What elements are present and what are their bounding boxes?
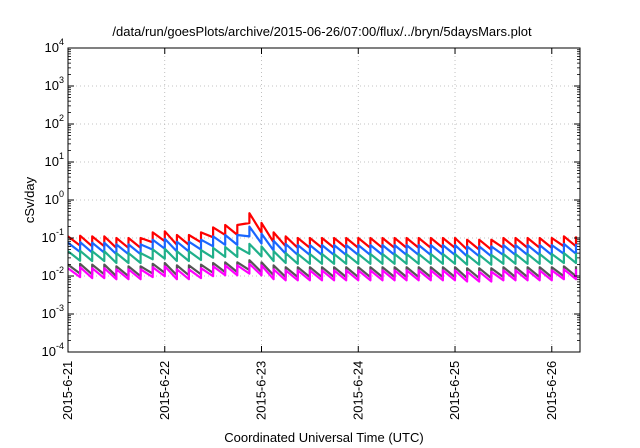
x-tick-label: 2015-6-23	[254, 361, 269, 420]
x-axis: 2015-6-21 2015-6-22 2015-6-23 2015-6-24 2015…	[60, 48, 559, 420]
grid-lines	[68, 48, 580, 352]
chart-title: /data/run/goesPlots/archive/2015-06-26/0…	[112, 24, 532, 39]
x-axis-label: Coordinated Universal Time (UTC)	[224, 430, 423, 445]
x-tick-label: 2015-6-21	[60, 361, 75, 420]
series-layer	[67, 212, 578, 283]
x-tick-label: 2015-6-22	[157, 361, 172, 420]
series-line-5	[67, 262, 578, 283]
y-axis-label: cSv/day	[22, 176, 37, 223]
x-tick-label: 2015-6-25	[447, 361, 462, 420]
series-line-1	[67, 212, 578, 251]
x-tick-label: 2015-6-24	[350, 361, 365, 420]
x-tick-label: 2015-6-26	[544, 361, 559, 420]
series-line-3	[67, 242, 578, 266]
series-line-2	[67, 225, 578, 258]
series-line-4	[67, 259, 578, 280]
